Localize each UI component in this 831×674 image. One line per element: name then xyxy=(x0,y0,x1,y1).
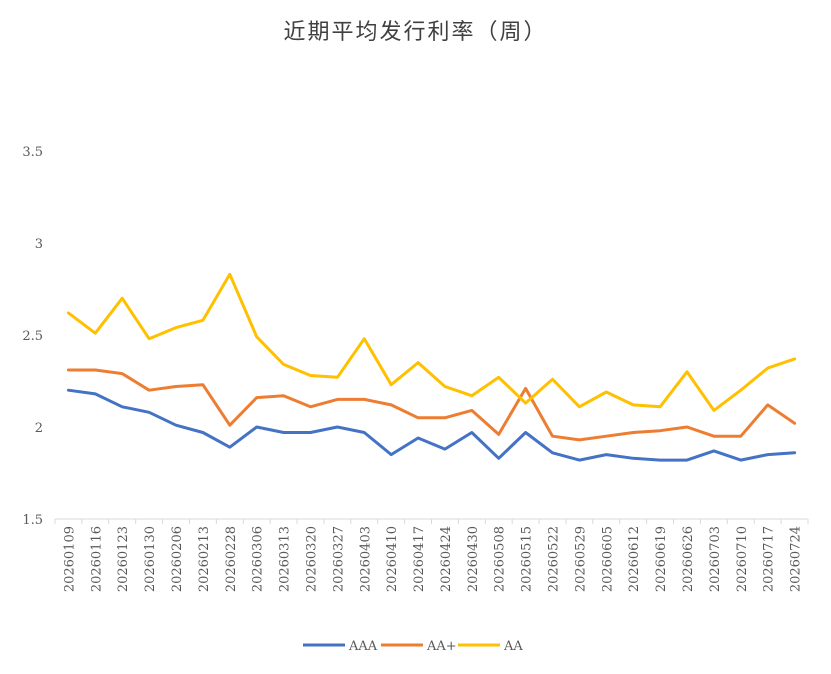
x-tick-label: 20260228 xyxy=(224,526,239,592)
x-tick-label: 20260717 xyxy=(762,526,777,592)
x-tick-label: 20260130 xyxy=(143,526,158,592)
x-tick-label: 20260703 xyxy=(708,526,723,592)
legend-label: AA xyxy=(503,639,523,654)
x-tick-label: 20260626 xyxy=(681,526,696,592)
x-tick-label: 20260213 xyxy=(197,526,212,592)
series-line-aaa xyxy=(66,388,797,462)
series-line-aa xyxy=(66,272,797,412)
x-tick-label: 20260430 xyxy=(466,526,481,592)
legend-label: AA+ xyxy=(426,639,457,654)
x-tick-label: 20260109 xyxy=(62,526,77,592)
x-axis-ticks xyxy=(54,519,809,524)
series-line-aa-plus xyxy=(66,368,797,442)
x-axis-labels: 20260109 20260116 20260123 20260130 20260206… xyxy=(62,526,803,592)
x-tick-label: 20260320 xyxy=(304,526,319,592)
x-tick-label: 20260522 xyxy=(547,526,562,592)
x-tick-label: 20260724 xyxy=(789,526,804,592)
x-tick-label: 20260123 xyxy=(116,526,131,592)
series-lines xyxy=(66,272,797,462)
x-tick-label: 20260529 xyxy=(573,526,588,592)
x-tick-label: 20260206 xyxy=(170,526,185,592)
x-tick-label: 20260710 xyxy=(735,526,750,592)
x-tick-label: 20260612 xyxy=(627,526,642,592)
x-tick-label: 20260306 xyxy=(251,526,266,592)
y-axis-labels: 1.5 2 2.5 3 3.5 xyxy=(22,145,43,528)
x-tick-label: 20260515 xyxy=(520,526,535,592)
chart-title: 近期平均发行利率（周） xyxy=(283,20,548,45)
x-tick-label: 20260116 xyxy=(89,526,104,592)
y-tick-label: 2.5 xyxy=(22,329,43,344)
y-tick-label: 3 xyxy=(35,237,43,252)
x-tick-label: 20260424 xyxy=(439,526,454,592)
x-tick-label: 20260313 xyxy=(278,526,293,592)
x-tick-label: 20260508 xyxy=(493,526,508,592)
y-tick-label: 3.5 xyxy=(22,145,43,160)
x-tick-label: 20260417 xyxy=(412,526,427,592)
x-tick-label: 20260410 xyxy=(385,526,400,592)
x-tick-label: 20260605 xyxy=(600,526,615,592)
x-tick-label: 20260619 xyxy=(654,526,669,592)
x-tick-label: 20260403 xyxy=(358,526,373,592)
legend: AAA AA+ AA xyxy=(303,639,523,654)
y-tick-label: 1.5 xyxy=(22,513,43,528)
y-tick-label: 2 xyxy=(35,421,43,436)
x-tick-label: 20260327 xyxy=(331,526,346,592)
legend-label: AAA xyxy=(348,639,378,654)
